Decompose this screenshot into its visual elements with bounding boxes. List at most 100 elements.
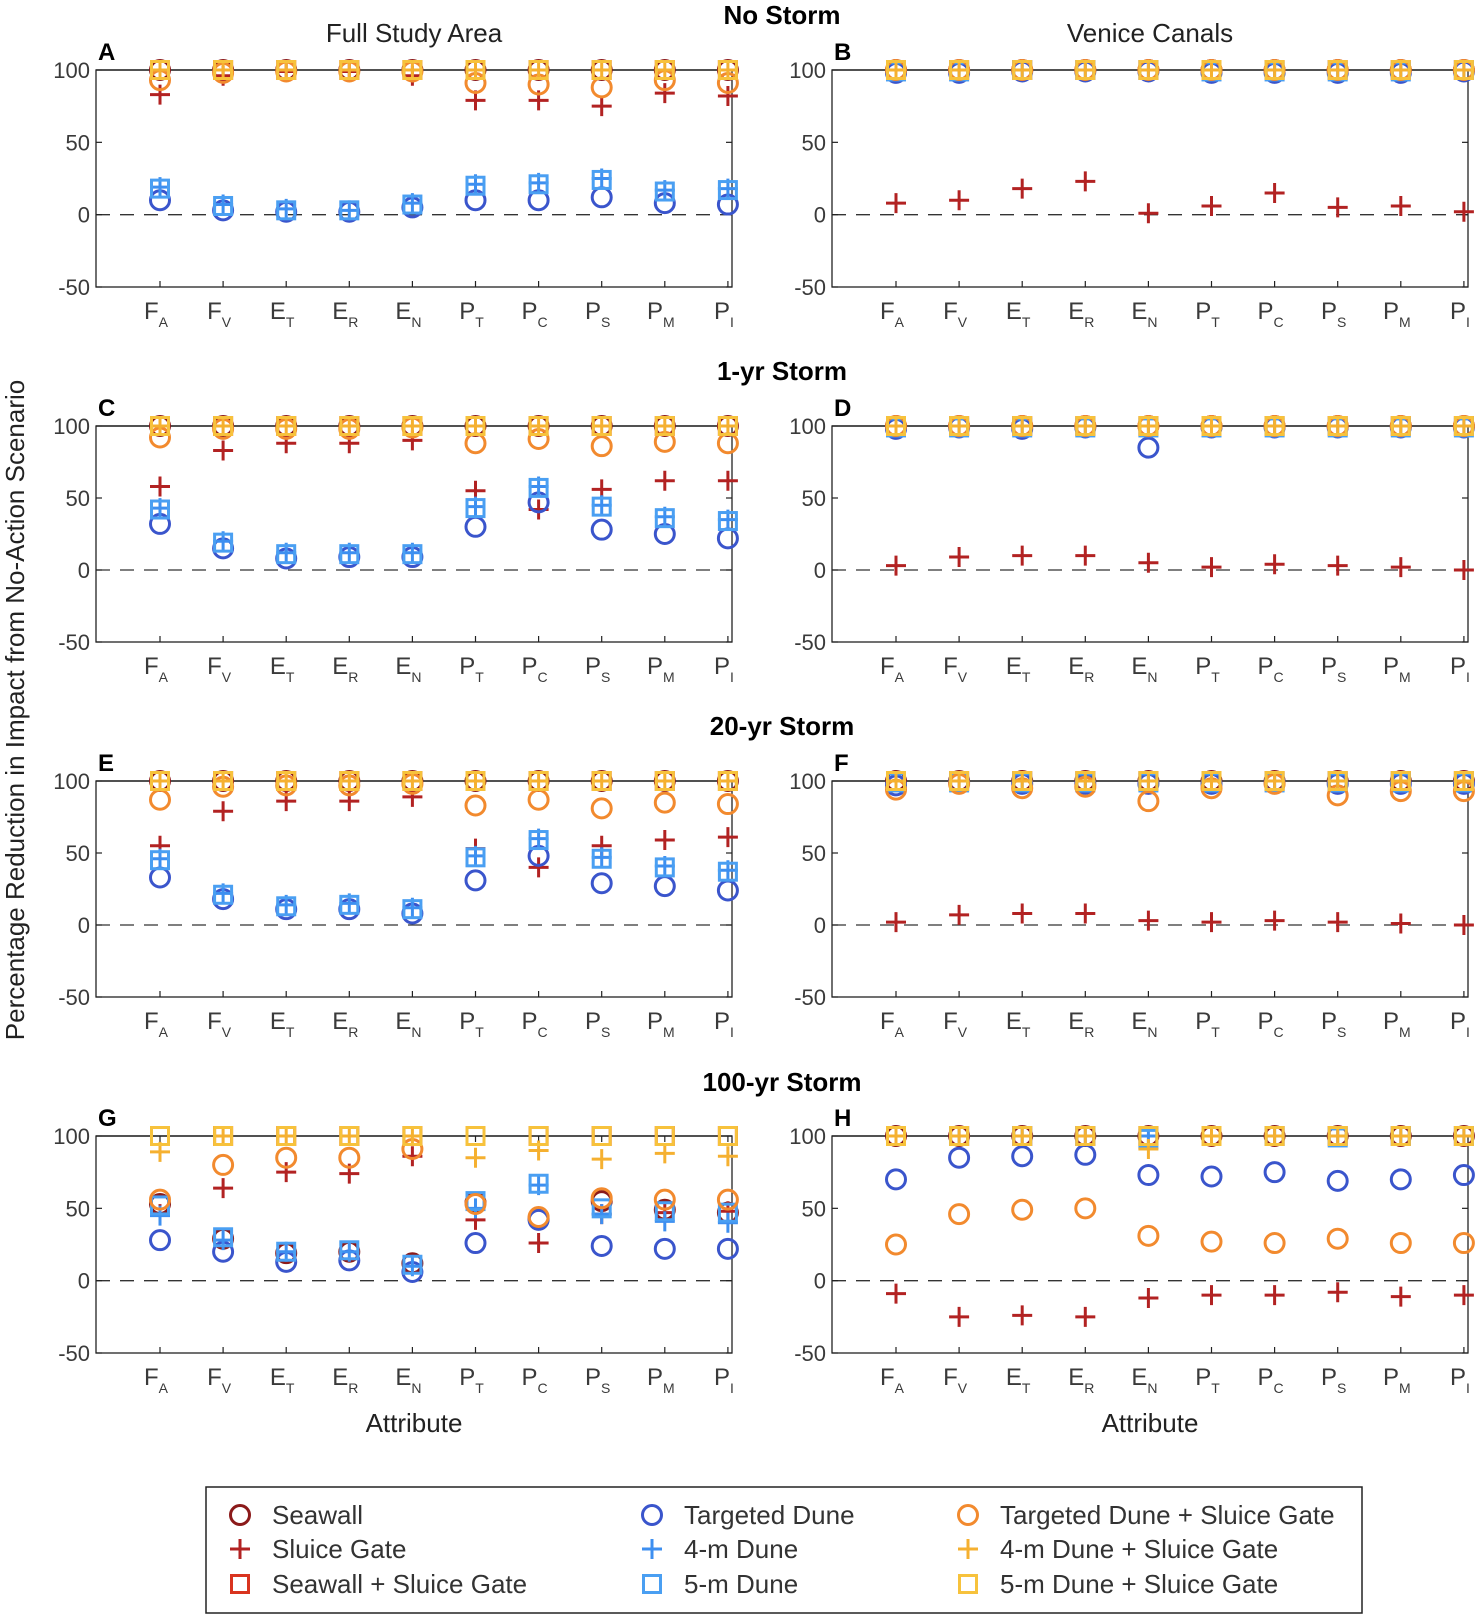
panel-C: -50 0 50 100 FA FV ET ER EN PT PC PS PM PI C xyxy=(53,395,739,685)
series-4-m-dune-sluice-gate xyxy=(886,60,1474,80)
data-point xyxy=(949,60,970,80)
data-point xyxy=(1390,416,1411,436)
data-point xyxy=(276,544,297,565)
data-point xyxy=(717,827,738,848)
data-point xyxy=(150,60,170,80)
data-point xyxy=(150,178,170,199)
x-tick-label: PC xyxy=(522,653,548,685)
data-point xyxy=(1012,1126,1033,1146)
data-point xyxy=(339,200,360,221)
data-point xyxy=(213,532,234,553)
data-point xyxy=(213,1178,234,1199)
data-point xyxy=(465,498,486,519)
data-point xyxy=(886,771,906,791)
legend-marker xyxy=(229,1504,251,1526)
data-point xyxy=(1390,771,1411,791)
x-tick-label: PC xyxy=(522,1364,548,1396)
x-tick-label: ER xyxy=(1068,1008,1094,1040)
x-tick-label: ET xyxy=(1006,1008,1031,1040)
y-tick-label: -50 xyxy=(794,985,826,1010)
data-point xyxy=(1327,1282,1348,1303)
panel-label: A xyxy=(98,39,115,66)
y-tick-label: 0 xyxy=(814,913,826,938)
data-point xyxy=(591,848,612,869)
x-tick-label: FA xyxy=(880,1364,905,1396)
y-tick-label: 100 xyxy=(789,414,826,439)
data-point xyxy=(1264,60,1285,80)
data-point xyxy=(276,771,297,791)
data-point xyxy=(276,433,297,454)
x-tick-label: ER xyxy=(1068,1364,1094,1396)
y-tick-label: -50 xyxy=(58,630,90,655)
data-point xyxy=(886,771,906,791)
data-point xyxy=(465,1126,486,1146)
y-tick-label: 50 xyxy=(66,130,90,155)
data-point xyxy=(1453,1126,1474,1146)
data-point xyxy=(402,60,423,80)
data-point xyxy=(149,1188,171,1211)
data-point xyxy=(213,884,234,905)
data-point xyxy=(1327,60,1348,80)
data-point xyxy=(1201,60,1222,80)
data-point xyxy=(591,771,612,791)
series-5-m-dune-sluice-gate xyxy=(150,1126,738,1146)
data-point xyxy=(1075,171,1096,192)
data-point xyxy=(464,869,487,892)
data-point xyxy=(1453,1126,1474,1146)
data-point xyxy=(1264,416,1285,436)
data-point xyxy=(717,511,738,532)
data-point xyxy=(717,416,738,436)
panels-group: -50 0 50 100 FA FV ET ER EN PT PC PS PM PI A -50 0 50 100 F… xyxy=(53,39,1475,1396)
y-tick-label: 50 xyxy=(802,1196,826,1221)
data-point xyxy=(949,547,970,568)
data-point xyxy=(885,1233,907,1256)
data-point xyxy=(949,1306,970,1327)
data-point xyxy=(528,830,549,851)
data-point xyxy=(591,169,612,190)
y-tick-label: -50 xyxy=(794,1341,826,1366)
data-point xyxy=(150,84,170,105)
x-tick-label: PC xyxy=(1258,1008,1284,1040)
data-point xyxy=(1138,203,1159,224)
data-point xyxy=(1453,416,1474,436)
data-point xyxy=(528,60,549,80)
data-point xyxy=(1453,201,1474,222)
x-tick-label: PT xyxy=(459,298,484,330)
data-point xyxy=(213,801,234,822)
data-point xyxy=(654,1211,675,1232)
data-point xyxy=(465,175,486,196)
data-point xyxy=(213,416,234,436)
data-point xyxy=(402,771,423,791)
data-point xyxy=(339,60,360,80)
data-point xyxy=(1075,60,1096,80)
y-tick-label: 100 xyxy=(789,1124,826,1149)
x-tick-label: ER xyxy=(332,1364,358,1396)
series-5-m-dune-sluice-gate xyxy=(150,771,738,791)
x-tick-label: FA xyxy=(880,298,905,330)
data-point xyxy=(213,1126,234,1146)
data-point xyxy=(402,416,423,436)
y-tick-label: -50 xyxy=(794,630,826,655)
data-point xyxy=(949,771,970,791)
data-point xyxy=(717,416,738,436)
data-point xyxy=(150,476,170,497)
data-point xyxy=(276,1162,297,1183)
x-tick-label: PT xyxy=(1195,1008,1220,1040)
data-point xyxy=(1012,416,1033,436)
series-5-m-dune-sluice-gate xyxy=(150,60,738,80)
data-point xyxy=(1453,771,1474,791)
data-point xyxy=(1453,416,1474,436)
legend-item: 5-m Dune xyxy=(642,1569,798,1599)
series-targeted-dune xyxy=(885,1143,1475,1192)
legend-marker xyxy=(642,1574,662,1594)
x-axis-label-right: Attribute xyxy=(1102,1408,1199,1438)
panel-F: -50 0 50 100 FA FV ET ER EN PT PC PS PM PI F xyxy=(789,750,1475,1040)
data-point xyxy=(528,60,549,80)
data-point xyxy=(1327,771,1348,791)
panel-E: -50 0 50 100 FA FV ET ER EN PT PC PS PM PI E xyxy=(53,750,739,1040)
data-point xyxy=(339,771,360,791)
y-tick-label: 0 xyxy=(78,913,90,938)
data-point xyxy=(717,470,738,491)
data-point xyxy=(402,1126,423,1146)
data-point xyxy=(1201,416,1222,436)
